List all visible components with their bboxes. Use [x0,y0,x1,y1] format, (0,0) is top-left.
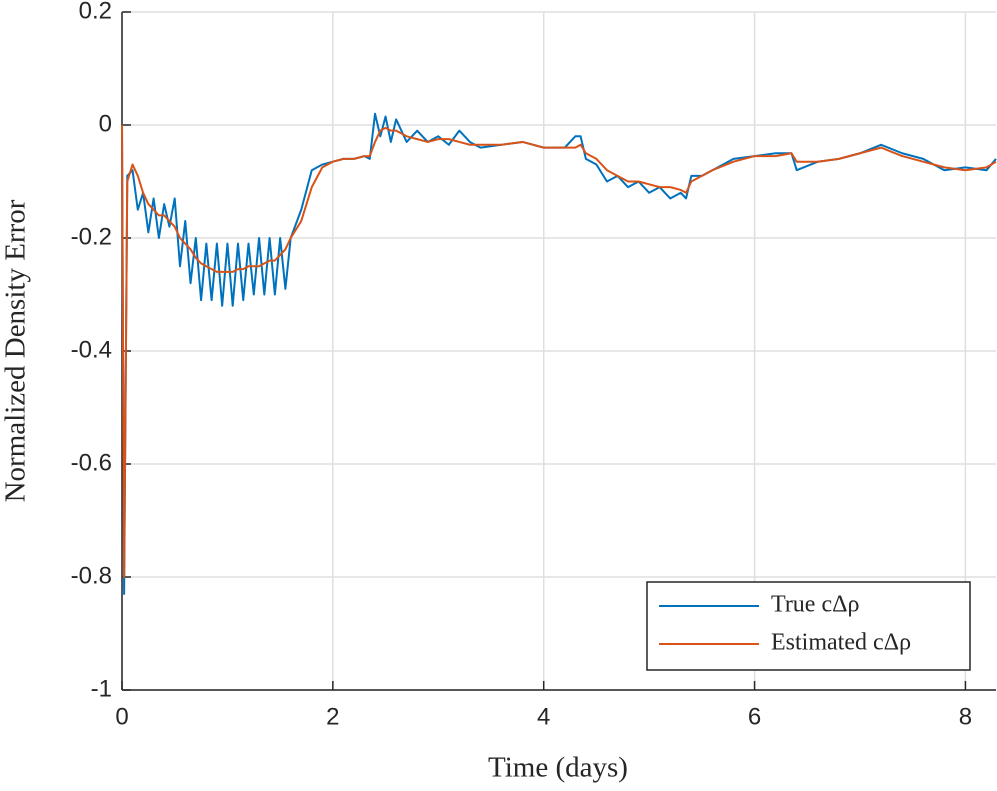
legend-label: True cΔρ [771,592,860,618]
x-axis-label: Time (days) [488,752,628,784]
legend: True cΔρ Estimated cΔρ [646,581,971,671]
y-tick-label: 0.2 [79,0,112,24]
y-tick-label: -0.4 [71,336,112,363]
line-series [121,124,997,578]
legend-box [646,581,971,671]
y-axis-label: Normalized Density Error [0,199,32,502]
x-tick-label: 4 [537,703,550,730]
x-tick-label: 6 [748,703,761,730]
x-tick-label: 8 [959,703,972,730]
y-tick-label: -1 [91,675,112,702]
line-series [121,112,997,595]
y-tick-label: -0.8 [71,562,112,589]
y-tick-label: -0.2 [71,223,112,250]
x-tick-label: 0 [115,703,128,730]
legend-label: Estimated cΔρ [771,630,911,656]
y-tick-label: -0.6 [71,449,112,476]
y-tick-label: 0 [99,110,112,137]
x-tick-label: 2 [326,703,339,730]
